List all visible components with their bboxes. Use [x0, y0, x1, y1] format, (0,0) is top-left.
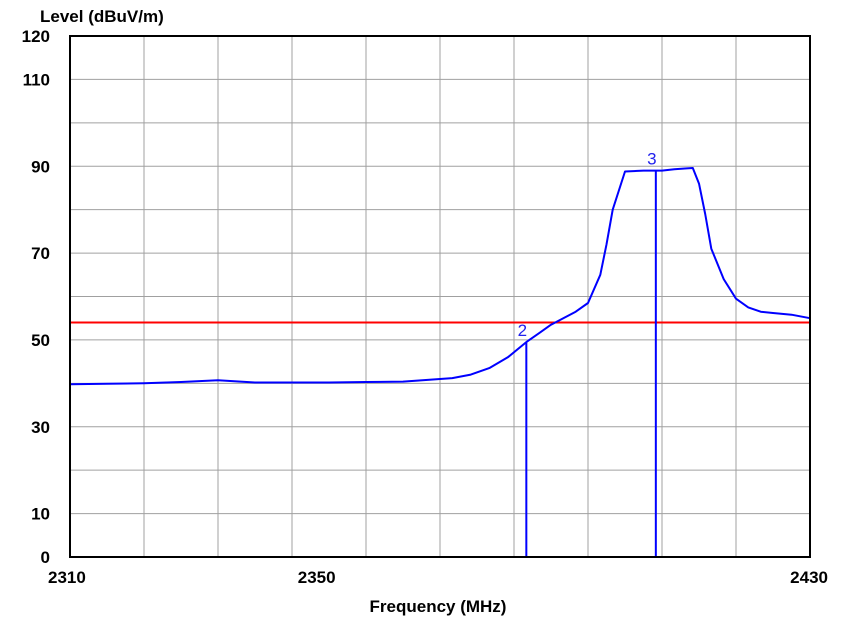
series-group: [69, 167, 811, 386]
y-tick-label: 90: [31, 157, 50, 176]
x-tick-label: 2350: [298, 568, 336, 587]
y-tick-label: 110: [23, 70, 50, 89]
y-axis-label: Level (dBuV/m): [40, 7, 164, 26]
y-tick-labels: 120 110 90 70 50 30 10 0: [22, 27, 50, 567]
x-tick-label: 2310: [48, 568, 86, 587]
marker-label: 2: [518, 321, 527, 340]
markers-group: 23: [518, 150, 657, 557]
y-tick-label: 120: [22, 27, 50, 46]
marker-label: 3: [647, 150, 656, 169]
x-tick-label: 2430: [790, 568, 828, 587]
y-tick-label: 70: [31, 244, 50, 263]
y-tick-label: 0: [41, 548, 50, 567]
series-line: [69, 167, 811, 386]
x-axis-label: Frequency (MHz): [370, 597, 507, 616]
y-tick-label: 30: [31, 418, 50, 437]
plot-frame: [69, 35, 811, 558]
x-tick-labels: 2310 2350 2430: [48, 568, 828, 587]
y-tick-label: 50: [31, 331, 50, 350]
y-tick-label: 10: [31, 505, 50, 524]
